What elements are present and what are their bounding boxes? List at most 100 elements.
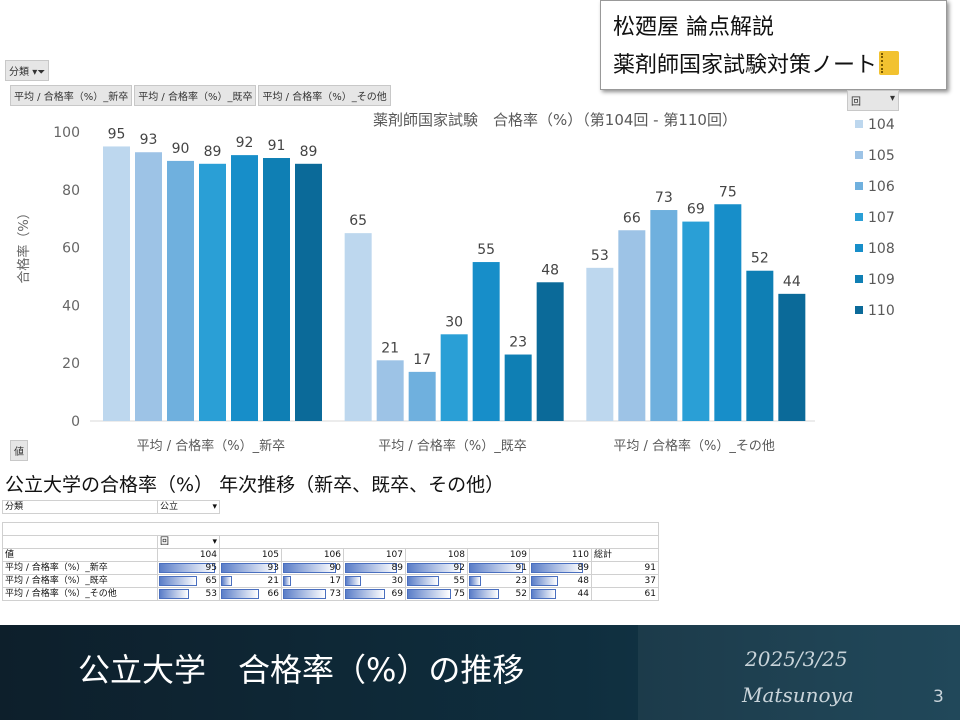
data-label: 91: [268, 138, 286, 154]
footer-title: 公立大学 合格率（%）の推移: [78, 651, 525, 689]
data-bar: [221, 563, 276, 573]
y-tick-label: 40: [62, 298, 80, 314]
pivot-filter-label: 分類: [2, 500, 158, 514]
bar: [650, 210, 678, 421]
x-category-label: 平均 / 合格率（%）_新卒: [137, 438, 286, 454]
empty-cell: [468, 501, 530, 514]
legend-entry: 107: [868, 210, 895, 226]
pivot-value-cell: 55: [405, 574, 468, 588]
pivot-value-text: 75: [453, 589, 465, 599]
pivot-value-cell: 69: [343, 587, 406, 601]
pivot-value-cell: 75: [405, 587, 468, 601]
brand-line2: 薬剤師国家試験対策ノート: [613, 47, 900, 79]
legend-swatch: [855, 213, 863, 221]
pivot-total-cell: 37: [591, 574, 659, 588]
data-label: 89: [204, 144, 222, 160]
kai-filter-button[interactable]: 回 ▾: [847, 90, 899, 111]
y-tick-label: 100: [53, 125, 80, 141]
data-bar: [283, 589, 326, 599]
legend-swatch: [855, 275, 863, 283]
footer-author: Matsunoya: [742, 683, 854, 707]
pivot-value-text: 73: [329, 589, 341, 599]
data-label: 21: [381, 340, 399, 356]
pivot-filter-value-text: 公立: [160, 502, 179, 512]
empty-cell: [344, 501, 406, 514]
bar: [376, 360, 404, 421]
pivot-value-text: 23: [515, 576, 527, 586]
legend-entry: 106: [868, 179, 895, 195]
pivot-value-cell: 73: [281, 587, 344, 601]
bar: [746, 270, 774, 421]
pivot-spacer-row: [3, 514, 659, 523]
x-category-label: 平均 / 合格率（%）_その他: [613, 438, 775, 454]
brand-line2-text: 薬剤師国家試験対策ノート: [613, 53, 878, 78]
empty-cell: [530, 501, 592, 514]
chevron-down-icon: ▾: [889, 93, 895, 104]
legend-entry: 109: [868, 272, 895, 288]
pivot-table: 分類 公立 ▾ 回 ▾ 値 104 105 106 107 108 109 110 総計 平均 /…: [2, 500, 660, 625]
series-button-sonota[interactable]: 平均 / 合格率（%）_その他: [258, 85, 391, 106]
pivot-blank-row: [2, 522, 659, 536]
values-field-button[interactable]: 値: [10, 440, 28, 461]
pivot-total-cell: 61: [591, 587, 659, 601]
empty-cell: [2, 535, 158, 549]
pivot-value-text: 52: [515, 589, 527, 599]
pivot-row-label: 平均 / 合格率（%）_既卒: [2, 574, 158, 588]
data-bar: [531, 576, 559, 586]
pivot-value-text: 69: [391, 589, 403, 599]
legend-entry: 105: [868, 148, 895, 164]
bar: [199, 163, 226, 421]
bunrui-filter-button[interactable]: 分類 ▾⏷: [5, 60, 50, 81]
y-tick-label: 0: [71, 414, 80, 430]
pivot-value-cell: 89: [343, 561, 406, 575]
pivot-column-header: 109: [467, 548, 530, 562]
pivot-row-label: 平均 / 合格率（%）_新卒: [2, 561, 158, 575]
data-bar: [159, 563, 215, 573]
data-label: 95: [108, 126, 126, 142]
bar: [344, 233, 372, 421]
series-button-shinsotsu[interactable]: 平均 / 合格率（%）_新卒: [10, 85, 133, 106]
pivot-total-cell: 91: [591, 561, 659, 575]
bar: [263, 158, 290, 421]
empty-cell: [282, 501, 344, 514]
pivot-value-text: 91: [515, 563, 527, 573]
data-label: 66: [623, 210, 641, 226]
chart-title: 薬剤師国家試験 合格率（%）（第104回 - 第110回）: [373, 111, 737, 129]
series-button-kisotsu[interactable]: 平均 / 合格率（%）_既卒: [134, 85, 257, 106]
filter-funnel-icon: ▾: [212, 502, 217, 512]
bar: [504, 354, 532, 421]
pivot-value-text: 66: [267, 589, 279, 599]
data-bar: [221, 576, 232, 586]
notebook-icon: [879, 51, 900, 75]
pivot-value-text: 44: [577, 589, 589, 599]
legend-swatch: [855, 182, 863, 190]
bar: [618, 230, 646, 421]
pivot-value-cell: 92: [405, 561, 468, 575]
data-bar: [159, 576, 197, 586]
y-axis-label: 合格率（%）: [16, 206, 32, 283]
pivot-column-header: 106: [281, 548, 344, 562]
data-label: 44: [783, 274, 801, 290]
pivot-value-cell: 48: [529, 574, 592, 588]
data-bar: [345, 576, 362, 586]
data-bar: [407, 589, 451, 599]
empty-cell: [219, 535, 659, 549]
data-bar: [469, 563, 523, 573]
data-label: 53: [591, 248, 609, 264]
data-label: 17: [413, 352, 431, 368]
pivot-colfield-button[interactable]: 回 ▾: [157, 535, 220, 549]
data-bar: [531, 589, 556, 599]
pivot-value-cell: 65: [157, 574, 220, 588]
pivot-value-cell: 93: [219, 561, 282, 575]
data-bar: [159, 589, 190, 599]
data-bar: [345, 563, 398, 573]
bar: [295, 163, 322, 421]
bar: [586, 267, 614, 421]
brand-line1: 松廼屋 論点解説: [613, 15, 774, 40]
pivot-value-cell: 30: [343, 574, 406, 588]
pivot-subheading: 公立大学の合格率（%） 年次推移（新卒、既卒、その他）: [5, 474, 505, 496]
pivot-value-text: 90: [329, 563, 341, 573]
data-bar: [531, 563, 584, 573]
pivot-filter-value[interactable]: 公立 ▾: [157, 500, 220, 514]
data-bar: [407, 563, 462, 573]
